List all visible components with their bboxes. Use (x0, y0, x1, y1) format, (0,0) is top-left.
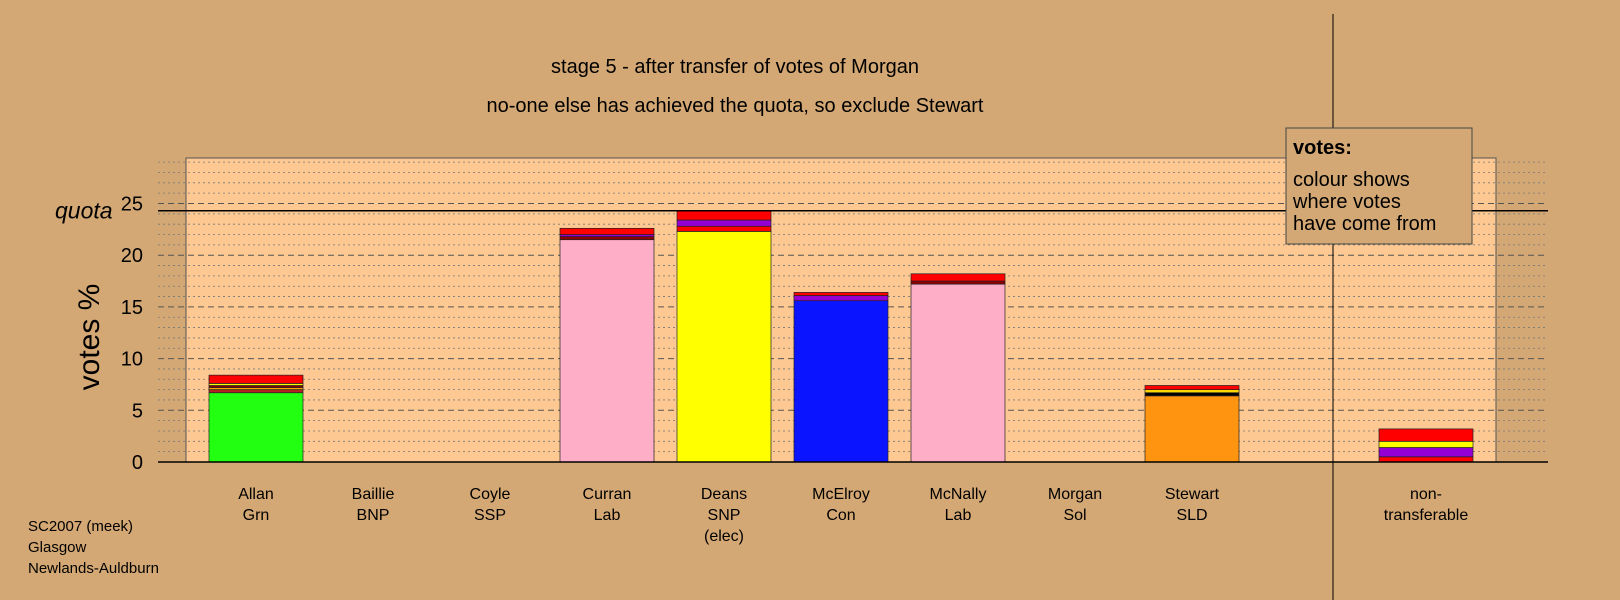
bar-segment (910, 280, 1006, 285)
bar-allan-grn (208, 374, 304, 463)
x-tick-label-name: Baillie (352, 486, 395, 503)
bar-segment (1378, 428, 1474, 442)
legend-line: have come from (1293, 213, 1436, 235)
x-tick-label-party: SSP (474, 507, 506, 524)
bar-segment (559, 227, 655, 235)
bar-segment (793, 295, 889, 302)
y-tick-labels: 0 5 10 15 20 25 (121, 194, 143, 475)
x-tick-labels: Allan Grn Baillie BNP Coyle SSP Curran Lab Deans… (238, 486, 1468, 545)
x-tick-label-party: SNP (708, 507, 741, 524)
x-tick-label-name: Allan (238, 486, 274, 503)
x-tick-label-note: (elec) (704, 528, 744, 545)
chart-subtitle: no-one else has achieved the quota, so e… (487, 95, 984, 117)
y-tick-label: 5 (132, 400, 143, 422)
bar-segment (910, 283, 1006, 463)
bar-stewart-sld (1144, 385, 1240, 463)
bar-segment (793, 300, 889, 463)
x-tick-label-party: Lab (945, 507, 972, 524)
x-tick-label-name: McElroy (812, 486, 870, 503)
footer-caption: SC2007 (meek) Glasgow Newlands-Auldburn (28, 516, 159, 579)
x-tick-label-name: Stewart (1165, 486, 1220, 503)
legend-title: votes: (1293, 137, 1352, 159)
x-tick-label-name: McNally (930, 486, 987, 503)
bar-segment (1144, 389, 1240, 394)
y-tick-label: 20 (121, 245, 143, 267)
bar-segment (1144, 392, 1240, 397)
bar-segment (208, 374, 304, 384)
y-tick-label: 25 (121, 194, 143, 216)
bar-segment (559, 239, 655, 463)
bar-segment (1144, 395, 1240, 463)
bar-segment (676, 219, 772, 227)
chart-title: stage 5 - after transfer of votes of Mor… (551, 56, 919, 78)
bar-segment (1378, 456, 1474, 463)
legend-frame (1285, 127, 1473, 245)
y-tick-label: 0 (132, 452, 143, 474)
y-tick-label: 10 (121, 349, 143, 371)
bar-segment (676, 231, 772, 463)
x-tick-label-party: SLD (1176, 507, 1207, 524)
bar-segment (793, 292, 889, 296)
bar-deans-snp (676, 210, 772, 463)
x-tick-label-party: Con (826, 507, 855, 524)
bar-curran-lab (559, 227, 655, 463)
x-tick-label-name: Deans (701, 486, 747, 503)
bar-segment (208, 392, 304, 463)
bar-segment (1378, 447, 1474, 458)
bar-segment (559, 236, 655, 241)
x-tick-label-party: Sol (1063, 507, 1086, 524)
x-tick-label-party: Lab (594, 507, 621, 524)
x-tick-label-name: Morgan (1048, 486, 1102, 503)
bar-mcnally-lab (910, 273, 1006, 463)
bar-segment (1378, 440, 1474, 448)
footer-line-ward: Newlands-Auldburn (28, 560, 159, 577)
x-tick-label-name: Curran (583, 486, 632, 503)
x-tick-label-party: Grn (243, 507, 270, 524)
x-tick-label-name: non- (1410, 486, 1442, 503)
bar-non-transferable (1378, 428, 1474, 463)
legend-line: colour shows (1293, 169, 1410, 191)
bar-segment (910, 273, 1006, 282)
y-tick-label: 15 (121, 297, 143, 319)
legend-line: where votes (1292, 191, 1401, 213)
bar-segment (208, 389, 304, 394)
x-tick-label-party: transferable (1384, 507, 1469, 524)
x-tick-label-party: BNP (357, 507, 390, 524)
bar-segment (1144, 385, 1240, 390)
legend-box: votes: colour shows where votes have com… (1285, 127, 1473, 245)
quota-label: quota (55, 198, 113, 224)
y-axis-label: votes % (73, 284, 106, 391)
bar-segment (676, 225, 772, 232)
footer-line-election: SC2007 (meek) (28, 518, 134, 535)
axes (158, 14, 1548, 600)
bar-segment (676, 210, 772, 221)
footer-line-council: Glasgow (28, 539, 87, 556)
x-tick-label-name: Coyle (470, 486, 511, 503)
bars (208, 210, 1474, 463)
bar-mcelroy-con (793, 292, 889, 463)
